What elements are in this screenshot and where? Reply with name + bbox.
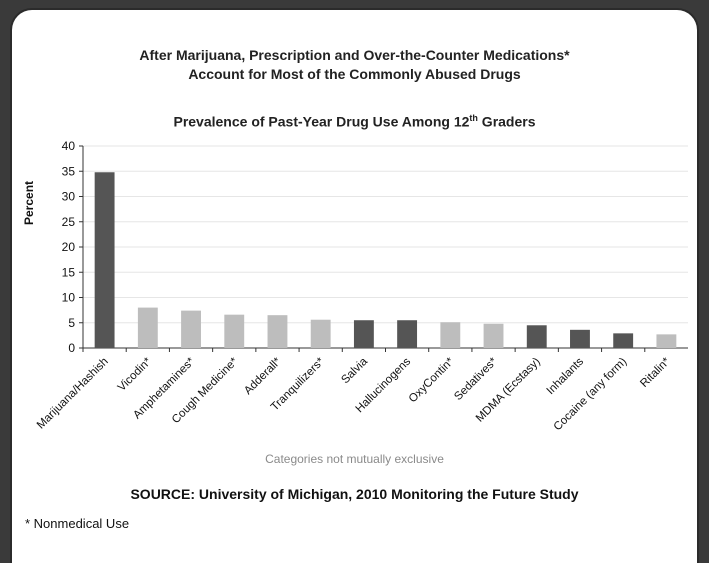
bar [483, 323, 504, 348]
bar [137, 307, 158, 348]
x-tick-label: Marijuana/Hashish [35, 356, 111, 432]
x-tick-label: Ritalin* [638, 355, 673, 390]
chart-title-line-2: Account for Most of the Commonly Abused … [188, 66, 521, 82]
bar [310, 319, 331, 348]
subtitle-superscript: th [469, 113, 478, 123]
subtitle-suffix: Graders [477, 113, 536, 130]
x-tick-label: Cocaine (any form) [552, 356, 630, 434]
y-tick-label: 25 [62, 215, 76, 229]
bar [181, 310, 201, 348]
y-tick-label: 5 [68, 316, 75, 330]
bar [440, 322, 461, 348]
chart-title-line-1: After Marijuana, Prescription and Over-t… [139, 47, 570, 63]
y-tick-label: 30 [62, 190, 76, 204]
y-tick-label: 10 [62, 291, 76, 305]
bar [656, 334, 677, 348]
x-tick-label: Salvia [339, 355, 370, 386]
bar [353, 320, 374, 348]
x-tick-label: Inhalants [545, 355, 587, 397]
bar [613, 333, 634, 348]
nonmedical-use-footnote: * Nonmedical Use [25, 516, 130, 531]
x-tick-label: OxyContin* [407, 355, 457, 405]
y-tick-label: 15 [62, 265, 76, 279]
bar [94, 172, 115, 348]
source-text: SOURCE: University of Michigan, 2010 Mon… [130, 486, 579, 502]
bar [526, 325, 547, 348]
bar [397, 320, 418, 348]
y-tick-label: 20 [62, 240, 76, 254]
subtitle-prefix: Prevalence of Past-Year Drug Use Among 1… [173, 113, 470, 130]
y-tick-label: 0 [68, 341, 75, 355]
y-tick-label: 35 [62, 164, 76, 178]
categories-note: Categories not mutually exclusive [265, 452, 444, 466]
y-tick-label: 40 [62, 139, 76, 153]
x-tick-label: Adderall* [242, 355, 284, 397]
bar [570, 329, 590, 348]
x-tick-label: Vicodin* [116, 355, 155, 394]
bar [224, 314, 245, 348]
chart-frame [10, 8, 699, 563]
bar [267, 315, 288, 348]
chart-subtitle: Prevalence of Past-Year Drug Use Among 1… [0, 113, 709, 130]
